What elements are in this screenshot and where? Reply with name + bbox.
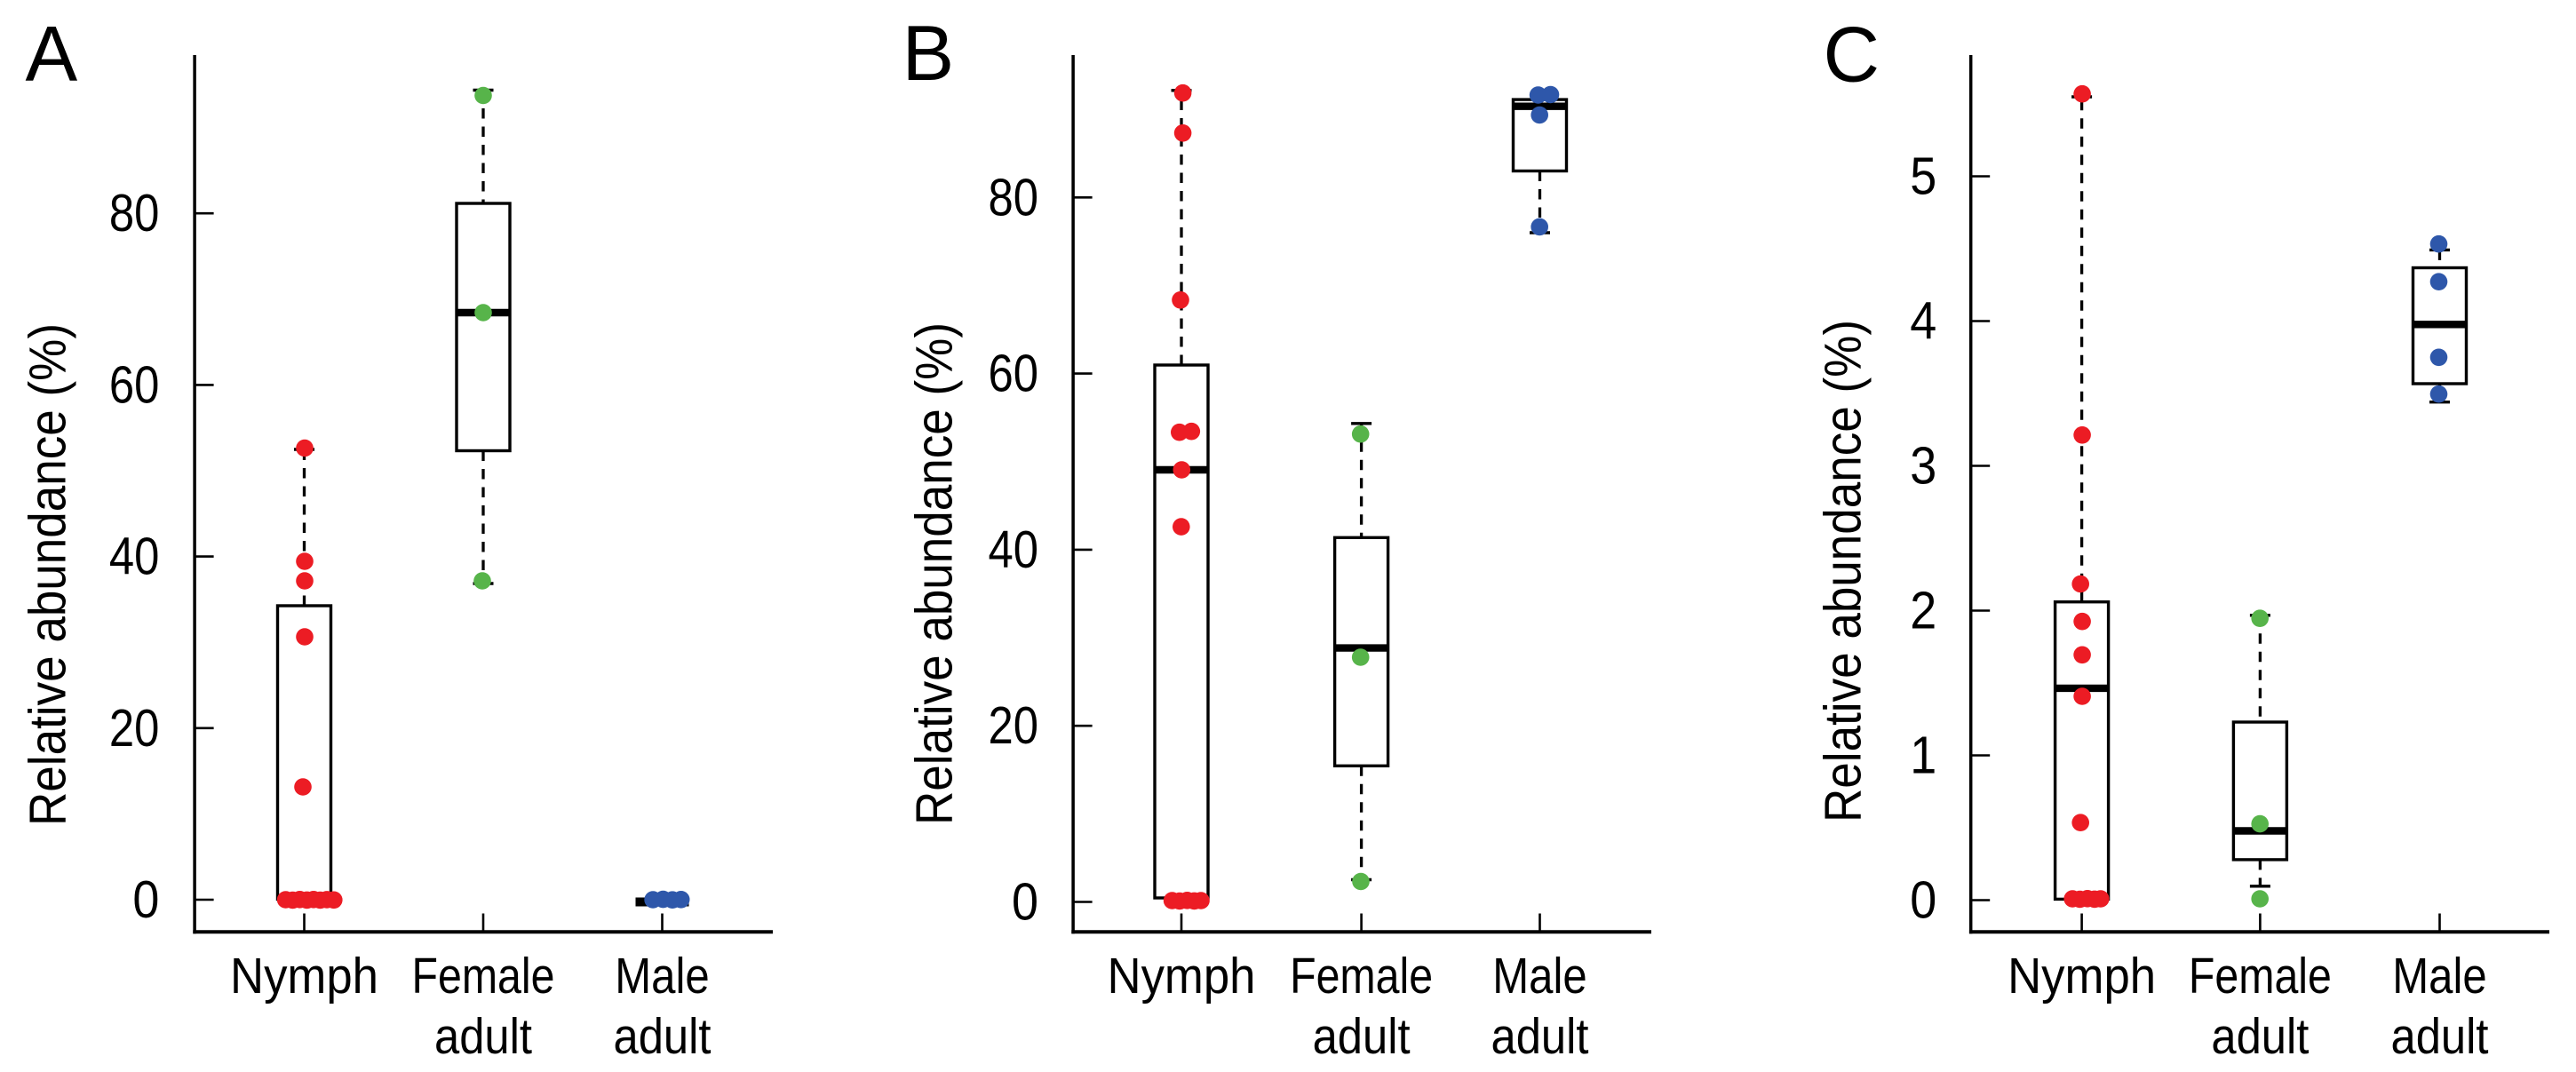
svg-text:40: 40 (109, 528, 160, 586)
svg-text:Nymph: Nymph (230, 948, 378, 1005)
svg-text:Female: Female (412, 948, 555, 1005)
svg-text:4: 4 (1910, 292, 1936, 351)
svg-text:Relative abundance (%): Relative abundance (%) (20, 323, 77, 826)
svg-text:60: 60 (989, 345, 1039, 403)
svg-text:0: 0 (1012, 873, 1038, 932)
svg-text:Male: Male (2392, 948, 2487, 1005)
svg-text:0: 0 (1910, 871, 1936, 930)
svg-text:adult: adult (1491, 1008, 1589, 1065)
svg-text:Nymph: Nymph (2008, 948, 2156, 1005)
svg-text:Relative abundance (%): Relative abundance (%) (906, 322, 964, 825)
svg-text:80: 80 (109, 184, 160, 242)
svg-text:adult: adult (434, 1008, 532, 1065)
svg-text:B: B (902, 9, 955, 97)
svg-text:Male: Male (615, 948, 710, 1005)
svg-text:Female: Female (1290, 948, 1433, 1005)
svg-text:C: C (1824, 11, 1880, 99)
svg-text:0: 0 (132, 870, 159, 929)
svg-text:A: A (26, 10, 78, 98)
svg-text:5: 5 (1910, 147, 1936, 206)
svg-text:adult: adult (2391, 1008, 2489, 1065)
svg-text:adult: adult (1313, 1008, 1411, 1065)
svg-text:adult: adult (2211, 1008, 2309, 1065)
svg-text:Nymph: Nymph (1108, 948, 1256, 1005)
svg-text:1: 1 (1910, 727, 1936, 785)
svg-text:2: 2 (1910, 582, 1936, 640)
svg-text:adult: adult (614, 1008, 712, 1065)
svg-text:20: 20 (109, 699, 160, 758)
svg-text:Relative abundance (%): Relative abundance (%) (1815, 320, 1872, 822)
svg-text:3: 3 (1910, 437, 1936, 496)
svg-text:80: 80 (989, 168, 1039, 226)
svg-text:40: 40 (989, 520, 1039, 579)
svg-text:Male: Male (1492, 948, 1587, 1005)
svg-text:20: 20 (989, 696, 1039, 755)
svg-text:60: 60 (109, 355, 160, 414)
svg-text:Female: Female (2189, 948, 2332, 1005)
